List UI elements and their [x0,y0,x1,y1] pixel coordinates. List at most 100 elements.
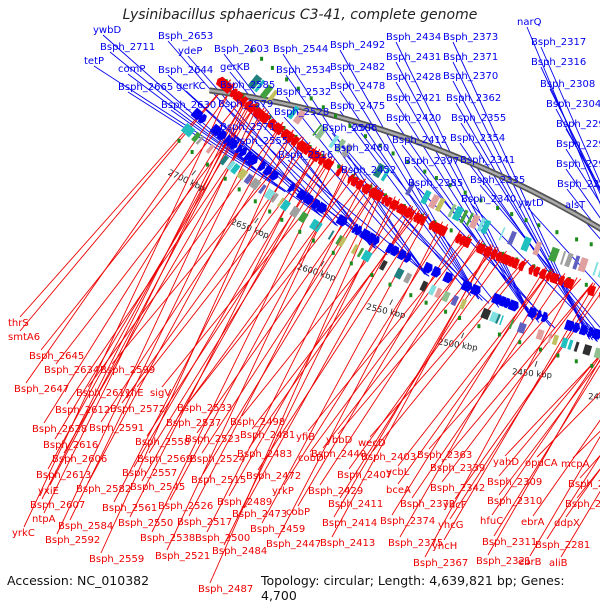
gene-label: Bsph_2321 [476,556,531,567]
gene-label: Bsph_2532 [276,87,331,98]
gene-label: Bsph_2603 [214,44,269,55]
feature-segment [247,177,251,180]
gene-label: yfiE [125,388,144,399]
marker [268,210,271,214]
gene-label: Bsph_2711 [100,42,155,53]
gene-label: Bsph_2599 [100,365,155,376]
feature-segment [209,148,212,150]
marker [280,218,283,222]
marker [425,301,428,305]
gene-label: Bsph_2526 [158,501,213,512]
feature-segment [438,204,442,206]
gene-label: Bsph_2571 [220,122,275,133]
feature-segment [549,338,551,339]
gene-label: Bsph_2481 [240,430,295,441]
gene-label: Bsph_2634 [44,365,99,376]
gene-label: Bsph_2607 [30,500,85,511]
feature-segment [455,212,461,215]
scale-tick-mark [192,171,196,176]
gene-label: Bsph_2354 [450,133,505,144]
gene-label: Bsph_2612 [55,405,110,416]
feature-segment [199,139,201,141]
feature-segment [575,262,579,263]
scale-tick-mark [535,361,537,367]
feature-segment [283,203,289,207]
gene-label: Bsph_2281 [535,540,590,551]
label-leader-line [402,145,539,323]
feature-segment [497,318,499,319]
gene-arrow [539,269,547,280]
gene-label: thrS [8,318,29,329]
gene-label: Bsph_2373 [443,32,498,43]
gene-label: Bsph_2482 [330,62,385,73]
feature-segment [595,352,600,354]
gene-label: Bsph_2484 [212,546,267,557]
feature-segment [436,292,440,294]
gene-label: Bsph_2355 [451,113,506,124]
gene-label: tetP [84,56,104,67]
gene-label: Bsph_2555 [233,136,288,147]
feature-segment [569,344,572,345]
feature-segment [510,237,515,239]
marker [364,134,367,138]
gene-label: yrkC [12,528,35,539]
gene-label: Bsph_2310 [487,496,542,507]
marker [206,163,209,167]
feature-segment [535,247,540,249]
gene-label: Bsph_2584 [58,521,113,532]
label-leader-line [338,247,497,434]
feature-segment [353,248,356,250]
gene-label: Bsph_2411 [328,499,383,510]
gene-label: Bsph_2644 [158,65,213,76]
gene-label: Bsph_2341 [460,155,515,166]
gene-label: Bsph_2591 [89,423,144,434]
gene-label: cobP [286,507,310,518]
marker [350,261,353,265]
feature-segment [312,223,317,226]
gene-label: Bsph_2538 [140,533,195,544]
gene-label: hfuC [480,516,503,527]
feature-segment [273,197,276,199]
feature-segment [584,349,591,351]
scale-tick-mark [461,333,463,339]
gene-label: Bsph_2521 [155,551,210,562]
feature-segment [462,216,465,218]
feature-segment [194,136,198,139]
feature-segment [575,346,578,347]
feature-segment [301,216,306,220]
marker [337,165,340,169]
gene-label: Bsph_2429 [308,486,363,497]
marker [498,333,501,337]
gene-label: Bsph_2665 [118,82,173,93]
label-leader-line [308,235,469,431]
gene-label: Bsph_2308 [540,79,595,90]
gene-label: ywbD [93,25,121,36]
gene-label: ebrA [521,517,545,528]
gene-label: gerKB [220,62,250,73]
gene-label: Bsph_2558 [135,437,190,448]
marker [496,206,499,210]
gene-label: Bsph_2290 [557,179,600,190]
gene-label: Bsph_2487 [198,584,253,595]
feature-segment [501,234,502,235]
feature-segment [550,253,557,256]
feature-segment [222,159,226,162]
feature-segment [188,130,193,134]
gene-label: yxiE [38,486,59,497]
gene-label: Bsph_2647 [14,384,69,395]
label-leader-line [122,142,310,403]
gene-label: yahD [493,457,519,468]
gene-label: Bsph_2340 [461,194,516,205]
feature-segment [469,219,471,220]
feature-segment [405,277,410,279]
feature-segment [341,241,345,243]
marker [539,348,542,352]
feature-segment [233,167,237,170]
gene-label: Bsph_2592 [45,535,100,546]
gene-label: Bsph_2339 [430,463,485,474]
gene-label: Bsph_2374 [380,516,435,527]
feature-segment [292,210,298,214]
feature-segment [317,130,318,131]
gene-label: Bsph_2371 [443,52,498,63]
gene-label: Bsph_2412 [392,135,447,146]
